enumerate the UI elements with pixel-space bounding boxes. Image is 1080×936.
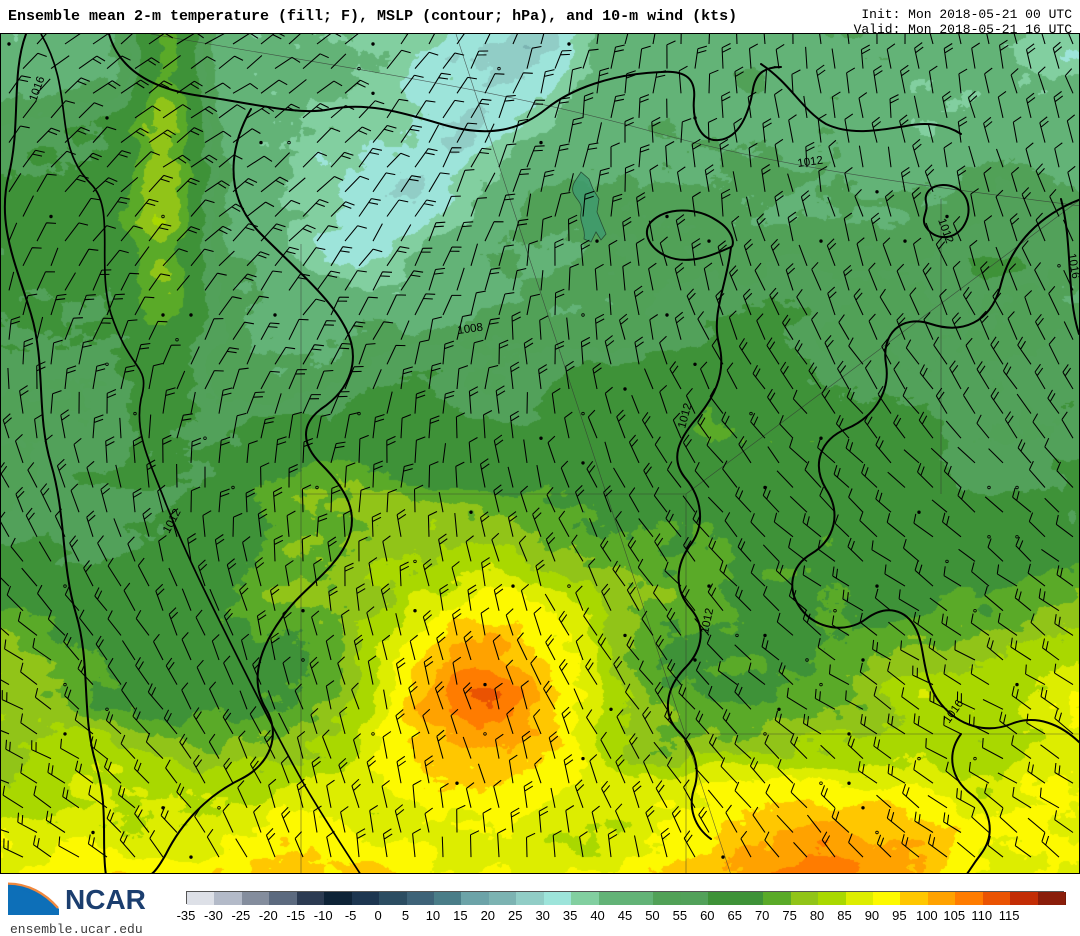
svg-text:1016: 1016	[1065, 252, 1080, 279]
svg-text:1012: 1012	[797, 155, 824, 170]
svg-text:1016: 1016	[28, 75, 48, 103]
svg-text:1012: 1012	[699, 607, 716, 635]
svg-text:1012: 1012	[935, 217, 955, 245]
